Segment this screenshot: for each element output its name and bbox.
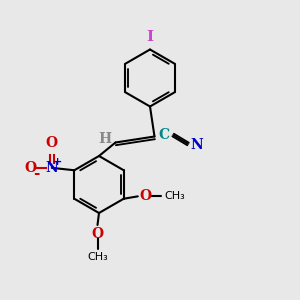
Text: C: C (158, 128, 169, 142)
Text: CH₃: CH₃ (165, 191, 185, 201)
Text: O: O (46, 136, 58, 150)
Text: N: N (45, 161, 58, 175)
Text: H: H (98, 132, 111, 146)
Text: CH₃: CH₃ (87, 252, 108, 262)
Text: O: O (25, 161, 37, 175)
Text: O: O (92, 227, 104, 241)
Text: I: I (146, 30, 154, 44)
Text: +: + (52, 158, 62, 167)
Text: O: O (140, 189, 152, 203)
Text: N: N (190, 138, 203, 152)
Text: -: - (33, 166, 39, 181)
